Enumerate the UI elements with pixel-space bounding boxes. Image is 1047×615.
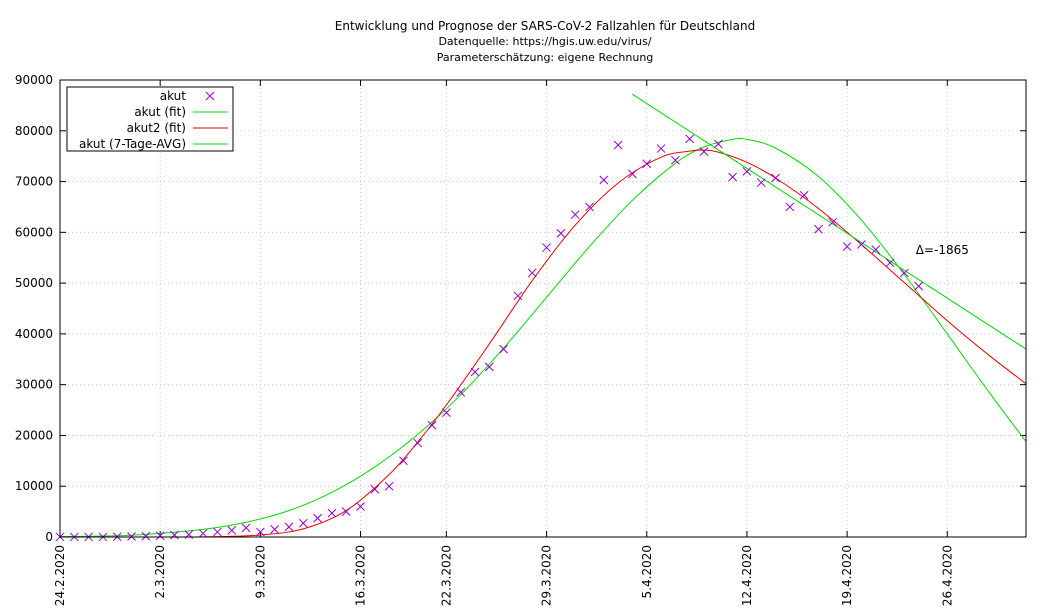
- y-tick-label: 80000: [15, 124, 53, 138]
- data-point: [599, 175, 609, 185]
- data-point: [213, 527, 222, 537]
- data-point: [814, 224, 823, 234]
- data-point: [642, 159, 652, 169]
- data-point: [170, 530, 179, 540]
- y-tick-label: 20000: [15, 428, 53, 442]
- x-tick-label: 12.4.2020: [740, 545, 754, 606]
- data-point: [399, 456, 408, 466]
- data-point: [871, 245, 881, 254]
- data-point: [742, 167, 752, 176]
- data-point: [542, 243, 551, 252]
- data-point: [356, 502, 365, 511]
- y-tick-label: 60000: [15, 225, 53, 239]
- data-point: [442, 408, 451, 417]
- x-tick-label: 19.4.2020: [840, 545, 854, 606]
- data-point: [885, 258, 895, 268]
- data-point: [527, 268, 537, 278]
- data-point: [241, 523, 251, 533]
- y-tick-label: 40000: [15, 327, 53, 341]
- x-tick-label: 2.3.2020: [153, 545, 167, 598]
- data-point: [256, 527, 265, 537]
- data-point: [141, 531, 151, 541]
- data-point: [728, 172, 737, 182]
- data-point: [370, 484, 380, 494]
- data-point: [298, 518, 308, 528]
- avg-trend-line: [632, 93, 1026, 350]
- x-axis-ticks: 24.2.2020 2.3.2020 9.3.2020 16.3.2020 22.3.2…: [53, 80, 954, 606]
- legend-label: akut: [160, 89, 187, 103]
- data-point: [341, 507, 351, 516]
- data-point: [484, 362, 494, 372]
- data-point: [327, 508, 337, 518]
- data-point: [198, 529, 208, 538]
- data-point: [756, 178, 766, 187]
- chart-subtitle-2: Parameterschätzung: eigene Rechnung: [437, 51, 654, 64]
- data-point: [427, 420, 437, 430]
- data-point: [456, 387, 466, 397]
- data-point: [771, 173, 780, 183]
- fit-curve-1: [60, 137, 1026, 537]
- data-point: [785, 202, 795, 212]
- grid: [60, 80, 1026, 537]
- legend-box: [66, 86, 234, 152]
- y-tick-label: 0: [45, 530, 53, 544]
- y-tick-label: 90000: [15, 73, 53, 87]
- data-point: [685, 134, 695, 144]
- data-point: [799, 190, 809, 200]
- x-tick-label: 9.3.2020: [253, 545, 267, 598]
- fit-curve-2: [60, 149, 1026, 537]
- data-point: [227, 526, 237, 535]
- data-point: [570, 210, 580, 219]
- data-point: [513, 291, 523, 301]
- data-point: [713, 139, 723, 149]
- data-point: [585, 202, 594, 212]
- data-point: [155, 531, 165, 541]
- data-point: [900, 268, 909, 278]
- x-tick-label: 16.3.2020: [354, 545, 368, 606]
- y-tick-label: 70000: [15, 175, 53, 189]
- legend-label: akut (7-Tage-AVG): [79, 137, 186, 151]
- y-tick-label: 30000: [15, 378, 53, 392]
- data-point: [628, 169, 637, 179]
- data-point: [699, 147, 709, 156]
- data-point: [828, 217, 838, 227]
- data-point: [842, 242, 852, 251]
- data-point: [499, 344, 508, 354]
- curves: [60, 93, 1026, 537]
- x-tick-label: 22.3.2020: [439, 545, 453, 606]
- legend-marker: [205, 91, 215, 101]
- legend-label: akut2 (fit): [127, 121, 186, 135]
- data-point: [857, 240, 866, 249]
- data-point: [613, 140, 623, 150]
- legend: akut akut (fit) akut2 (fit) akut (7-Tage-AV…: [66, 86, 234, 152]
- data-points: [55, 134, 924, 542]
- y-tick-label: 50000: [15, 276, 53, 290]
- data-point: [270, 525, 280, 534]
- chart-title: Entwicklung und Prognose der SARS-CoV-2 …: [335, 19, 755, 33]
- data-point: [470, 367, 480, 377]
- data-point: [384, 481, 394, 491]
- x-tick-label: 24.2.2020: [53, 545, 67, 606]
- y-tick-label: 10000: [15, 479, 53, 493]
- data-point: [656, 144, 666, 153]
- data-point: [413, 438, 423, 448]
- x-tick-label: 29.3.2020: [540, 545, 554, 606]
- plot-frame: [59, 79, 1027, 538]
- x-tick-label: 5.4.2020: [640, 545, 654, 598]
- x-tick-label: 26.4.2020: [940, 545, 954, 606]
- y-axis-ticks: 0 10000 20000 30000 40000 50000 60000 70000 8000…: [15, 73, 1026, 544]
- legend-label: akut (fit): [134, 105, 186, 119]
- delta-annotation: Δ=-1865: [916, 243, 969, 257]
- data-point: [556, 228, 566, 238]
- data-point: [313, 513, 322, 523]
- data-point: [671, 155, 680, 165]
- chart-subtitle: Datenquelle: https://hgis.uw.edu/virus/: [438, 35, 651, 48]
- data-point: [127, 532, 136, 541]
- data-point: [914, 281, 924, 291]
- data-point: [284, 522, 294, 532]
